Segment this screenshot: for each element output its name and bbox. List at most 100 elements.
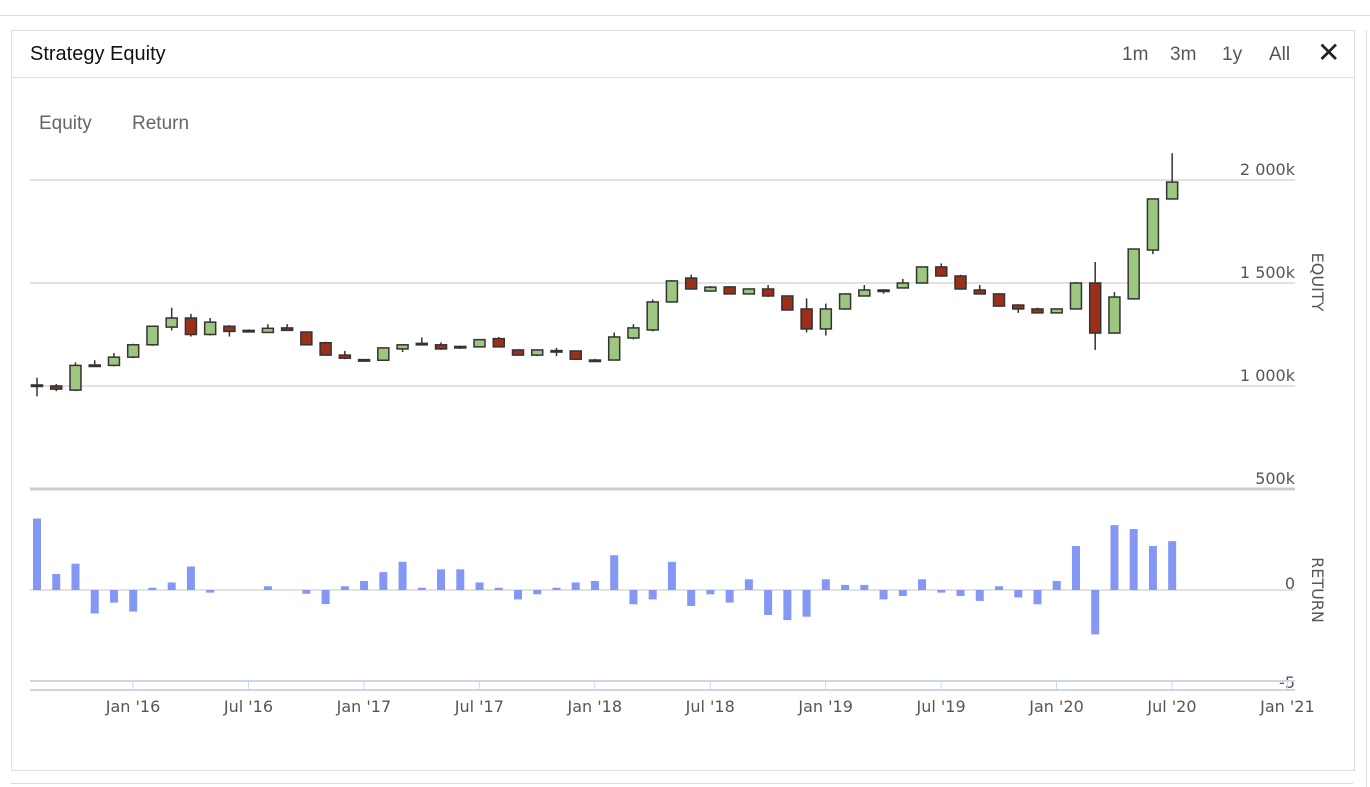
return-bar — [475, 582, 484, 590]
candle-body — [415, 342, 429, 346]
return-bar — [1168, 541, 1177, 590]
candle-body — [146, 325, 159, 346]
x-tick-label: Jul '17 — [454, 697, 504, 716]
return-bar — [918, 579, 927, 590]
return-bar — [783, 590, 792, 621]
candle-body — [915, 266, 929, 284]
candle-body — [1146, 198, 1160, 251]
candle-body — [588, 359, 602, 363]
candle-body — [492, 337, 506, 348]
return-bar — [687, 590, 696, 606]
candle-body — [126, 344, 140, 358]
return-bar — [33, 518, 41, 590]
top-divider — [0, 15, 1370, 16]
return-bar — [937, 590, 946, 593]
return-bar — [494, 587, 503, 590]
candle-body — [261, 327, 275, 334]
return-bar — [379, 572, 388, 590]
return-bar — [667, 561, 676, 590]
return-bar — [552, 587, 561, 590]
return-bar — [860, 584, 869, 590]
candle-body — [550, 349, 563, 353]
candle-body — [877, 289, 890, 293]
candle-body — [607, 336, 621, 361]
return-bar — [52, 574, 61, 590]
return-bar — [206, 590, 215, 593]
equity-axis-title: EQUITY — [1308, 253, 1327, 312]
range-3m-button[interactable]: 3m — [1170, 44, 1197, 65]
candle-body — [992, 293, 1006, 307]
candle-body — [319, 341, 332, 356]
close-icon[interactable]: ✕ — [1317, 37, 1341, 68]
candle-body — [704, 286, 717, 292]
candle-body — [665, 280, 679, 303]
return-bar — [1033, 590, 1042, 605]
candle-body — [203, 321, 217, 336]
equity-tick-label: 500k — [1255, 469, 1296, 488]
return-bar — [302, 590, 311, 594]
candle-body — [165, 317, 178, 328]
x-tick-label: Jan '20 — [1028, 697, 1084, 716]
return-bar — [533, 590, 542, 595]
candle-body — [569, 350, 582, 360]
tab-return[interactable]: Return — [132, 113, 190, 134]
return-bar — [90, 590, 99, 614]
candle-body — [1088, 282, 1102, 334]
candle-body — [935, 266, 948, 277]
candle-body — [357, 358, 371, 362]
candle-body — [280, 327, 294, 332]
tab-equity[interactable]: Equity — [39, 113, 92, 134]
panel-header: Strategy Equity 1m 3m 1y All ✕ — [12, 31, 1354, 78]
candle-body — [781, 295, 794, 311]
return-bar — [725, 590, 734, 603]
right-divider — [1366, 30, 1367, 787]
return-bar — [1014, 590, 1023, 598]
panel-title: Strategy Equity — [30, 43, 166, 65]
return-bar — [706, 590, 715, 595]
return-bar — [802, 590, 811, 617]
return-bar — [417, 587, 426, 590]
return-bar — [186, 566, 195, 590]
x-tick-label: Jul '20 — [1146, 697, 1196, 716]
return-bar — [263, 586, 272, 590]
x-tick-label: Jan '17 — [336, 697, 392, 716]
return-bar — [1052, 580, 1061, 590]
candle-body — [1127, 248, 1140, 300]
return-bar — [610, 555, 619, 590]
return-bar — [590, 580, 599, 590]
equity-tick-label: 1 000k — [1240, 366, 1296, 385]
range-all-button[interactable]: All — [1269, 44, 1291, 65]
x-tick-label: Jan '19 — [797, 697, 853, 716]
candle-body — [684, 277, 698, 290]
range-1y-button[interactable]: 1y — [1222, 44, 1243, 65]
return-bar — [648, 590, 657, 600]
return-bar — [629, 590, 638, 605]
candle-body — [69, 364, 82, 391]
return-bar — [129, 590, 138, 612]
return-bar — [975, 590, 984, 601]
candle-body — [1069, 282, 1083, 310]
candle-body — [107, 356, 121, 367]
return-bar — [167, 582, 176, 590]
candle-body — [454, 345, 467, 349]
candle-body — [377, 347, 390, 362]
x-tick-label: Jan '16 — [105, 697, 161, 716]
candle-body — [646, 301, 659, 331]
return-bar — [514, 590, 522, 600]
bottom-divider — [11, 783, 1353, 784]
return-bar — [879, 590, 888, 600]
candle-body — [30, 384, 44, 388]
return-bar — [398, 561, 407, 590]
candle-body — [723, 286, 736, 295]
candle-body — [396, 344, 409, 350]
candle-body — [819, 308, 833, 330]
equity-tick-label: 1 500k — [1240, 263, 1296, 282]
return-bar — [744, 579, 753, 590]
candle-body — [1050, 308, 1063, 314]
range-1m-button[interactable]: 1m — [1122, 44, 1149, 65]
return-bar — [898, 590, 907, 597]
return-bar — [841, 584, 850, 590]
return-bar — [456, 569, 465, 590]
return-bar — [1110, 525, 1119, 590]
